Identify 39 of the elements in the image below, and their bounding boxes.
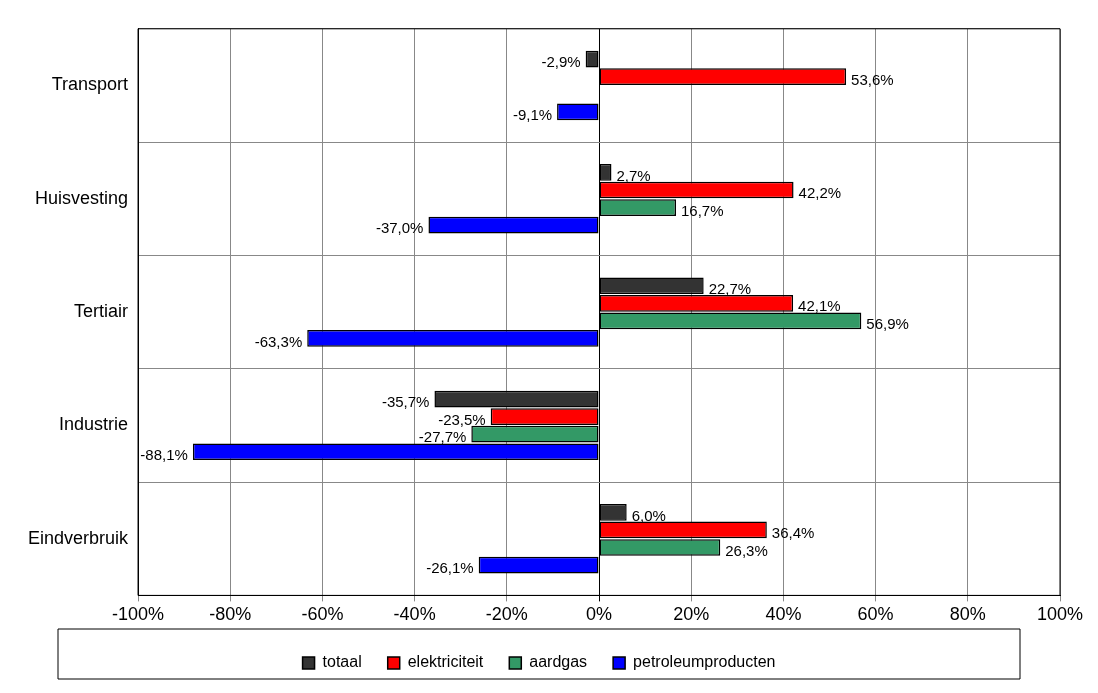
data-label: 53,6% <box>851 70 894 88</box>
legend-label: totaal <box>322 653 362 671</box>
y-tick-label: Transport <box>51 74 129 95</box>
x-tick-label: 0% <box>586 604 613 625</box>
data-label: 16,7% <box>681 201 724 219</box>
data-label: 42,1% <box>798 297 841 315</box>
legend-label: aardgas <box>529 653 588 671</box>
x-tick-label: -100% <box>112 604 165 625</box>
data-label: 26,3% <box>725 541 768 559</box>
data-label: -26,1% <box>426 559 474 577</box>
y-tick-label: Huisvesting <box>35 187 129 208</box>
x-tick-label: 60% <box>857 604 894 625</box>
x-tick-label: 40% <box>765 604 802 625</box>
legend-label: elektriciteit <box>407 653 484 671</box>
data-label: 22,7% <box>708 279 752 297</box>
x-tick-label: -20% <box>485 604 528 625</box>
data-label: -27,7% <box>418 428 467 446</box>
data-label: 2,7% <box>616 166 651 184</box>
x-tick-label: 100% <box>1036 604 1084 625</box>
x-tick-label: 80% <box>949 604 986 625</box>
x-tick-label: -60% <box>301 604 344 625</box>
data-label: -88,1% <box>140 445 188 463</box>
x-tick-label: -40% <box>393 604 436 625</box>
data-label: -37,0% <box>375 219 424 237</box>
data-label: -35,7% <box>381 393 430 411</box>
y-tick-label: Tertiair <box>74 301 129 322</box>
x-tick-label: -80% <box>209 604 252 625</box>
legend-label: petroleumproducten <box>633 653 776 671</box>
data-label: 36,4% <box>771 524 815 542</box>
x-tick-label: 20% <box>673 604 710 625</box>
data-label: -9,1% <box>512 105 553 123</box>
data-label: 56,9% <box>866 315 909 333</box>
data-label: 42,2% <box>798 184 842 202</box>
data-label: -23,5% <box>438 410 486 428</box>
y-tick-label: Industrie <box>59 414 129 435</box>
data-label: 6,0% <box>631 506 666 524</box>
y-tick-label: Eindverbruik <box>28 527 130 548</box>
data-label: -63,3% <box>254 332 303 350</box>
data-label: -2,9% <box>541 53 581 71</box>
